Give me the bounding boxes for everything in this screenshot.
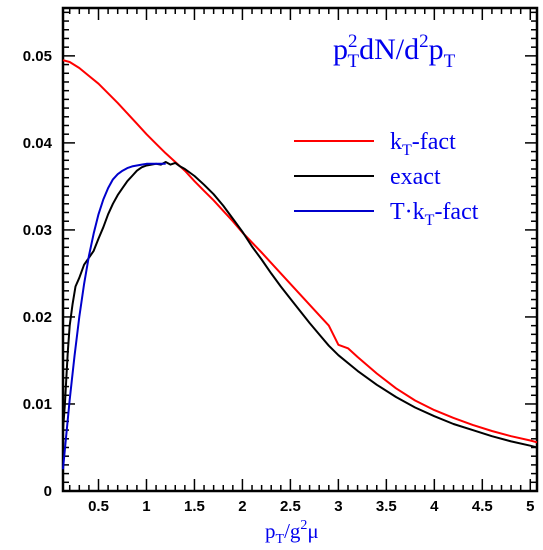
x-tick-label: 1 bbox=[142, 498, 150, 515]
series-line-t-kt-fact bbox=[62, 162, 166, 470]
y-tick-label: 0 bbox=[44, 483, 52, 500]
legend: kT-fact exact T·kT-fact bbox=[294, 129, 479, 229]
legend-label-kt-fact: kT-fact bbox=[390, 129, 456, 159]
series-lines bbox=[62, 59, 538, 470]
y-tick-label: 0.04 bbox=[23, 135, 53, 152]
axis-ticks bbox=[63, 8, 537, 491]
chart-title: p2 TdN/d2pT bbox=[333, 31, 456, 72]
y-tick-label: 0.03 bbox=[23, 222, 52, 239]
x-tick-label: 3.5 bbox=[376, 498, 397, 515]
y-tick-label: 0.05 bbox=[23, 48, 52, 65]
x-tick-label: 5 bbox=[526, 498, 534, 515]
y-tick-labels: 0 0.01 0.02 0.03 0.04 0.05 bbox=[23, 48, 53, 500]
x-tick-label: 2 bbox=[238, 498, 246, 515]
x-tick-label: 2.5 bbox=[280, 498, 301, 515]
legend-label-t-kt-fact: T·kT-fact bbox=[390, 199, 479, 229]
y-tick-label: 0.01 bbox=[23, 396, 52, 413]
y-tick-label: 0.02 bbox=[23, 309, 52, 326]
x-tick-label: 3 bbox=[334, 498, 342, 515]
x-axis-label: pT/g2μ bbox=[265, 518, 319, 547]
x-tick-label: 1.5 bbox=[184, 498, 205, 515]
x-tick-label: 4 bbox=[430, 498, 439, 515]
legend-label-exact: exact bbox=[390, 164, 441, 190]
series-line-kt-fact bbox=[62, 59, 538, 444]
series-line-exact bbox=[62, 161, 538, 449]
x-tick-label: 0.5 bbox=[88, 498, 109, 515]
x-tick-label: 4.5 bbox=[472, 498, 493, 515]
x-tick-labels: 0.5 1 1.5 2 2.5 3 3.5 4 4.5 5 bbox=[88, 498, 534, 515]
plot-frame bbox=[61, 6, 539, 493]
